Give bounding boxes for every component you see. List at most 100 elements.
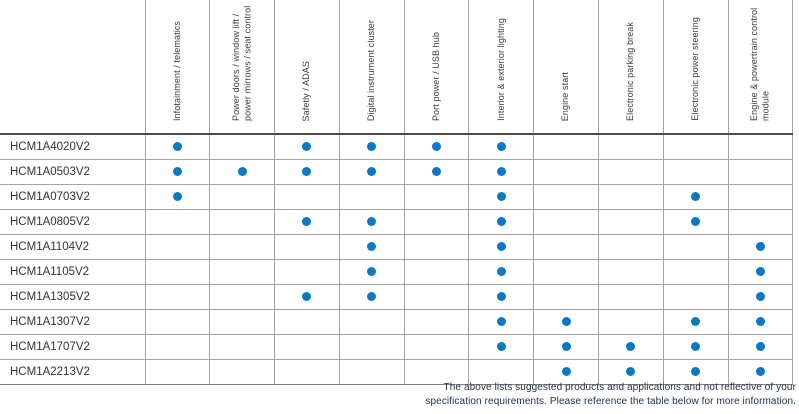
matrix-cell [144,184,210,210]
matrix-cell [338,234,405,260]
table-row: HCM1A4020V2 [0,134,794,160]
part-number-label: HCM1A1105V2 [0,259,145,285]
corner-cell [0,0,145,135]
application-dot-icon [561,316,571,326]
application-dot-icon [756,341,766,351]
matrix-cell [403,234,469,260]
matrix-cell [209,234,275,260]
table-row: HCM1A2213V2 [0,359,794,385]
matrix-cell [662,159,729,185]
matrix-cell [662,209,729,235]
application-dot-icon [172,191,182,201]
matrix-cell [598,284,664,310]
matrix-cell [533,359,599,385]
column-header-label: Engine & powertrain control module [748,7,771,121]
application-dot-icon [496,291,506,301]
table-row: HCM1A1707V2 [0,334,794,360]
part-number-label: HCM1A0703V2 [0,184,145,210]
matrix-cell [468,334,534,360]
matrix-cell [338,159,405,185]
matrix-cell [144,209,210,235]
matrix-cell [274,184,340,210]
application-dot-icon [367,266,377,276]
column-header: Port power / USB hub [403,0,469,135]
matrix-cell [598,184,664,210]
application-dot-icon [172,142,182,152]
application-dot-icon [237,166,247,176]
table-row: HCM1A1104V2 [0,234,794,260]
column-header-label: Engine start [560,71,571,121]
part-number-label: HCM1A2213V2 [0,359,145,385]
matrix-cell [727,334,794,360]
matrix-cell [209,159,275,185]
column-header-row: Infotainment / telematics Power doors / w… [0,0,794,135]
matrix-cell [598,159,664,185]
application-dot-icon [496,316,506,326]
matrix-cell [468,284,534,310]
matrix-cell [533,209,599,235]
matrix-cell [403,134,469,160]
application-dot-icon [756,241,766,251]
matrix-cell [468,259,534,285]
matrix-cell [727,309,794,335]
matrix-cell [274,259,340,285]
matrix-cell [533,159,599,185]
matrix-cell [403,359,469,385]
column-header: Engine & powertrain control module [727,0,794,135]
part-number-label: HCM1A4020V2 [0,134,145,160]
matrix-cell [533,184,599,210]
matrix-cell [338,284,405,310]
matrix-cell [468,234,534,260]
part-number-label: HCM1A1307V2 [0,309,145,335]
part-number-label: HCM1A0805V2 [0,209,145,235]
table-row: HCM1A0805V2 [0,209,794,235]
column-header: Engine start [533,0,599,135]
application-dot-icon [302,216,312,226]
application-dot-icon [691,366,701,376]
application-dot-icon [561,366,571,376]
footnote-line-1: The above lists suggested products and a… [443,382,796,393]
matrix-cell [144,284,210,310]
application-dot-icon [756,316,766,326]
application-dot-icon [691,216,701,226]
application-dot-icon [302,142,312,152]
matrix-cell [144,334,210,360]
matrix-cell [209,184,275,210]
table-row: HCM1A1105V2 [0,259,794,285]
application-dot-icon [496,166,506,176]
matrix-cell [727,159,794,185]
matrix-cell [403,284,469,310]
application-dot-icon [496,341,506,351]
matrix-cell [662,259,729,285]
matrix-cell [468,359,534,385]
column-header-label: Interior & exterior lighting [495,18,506,121]
matrix-cell [468,309,534,335]
column-header: Power doors / window lift / power mirrow… [209,0,275,135]
matrix-cell [403,259,469,285]
column-header-label: Infotainment / telematics [171,20,182,121]
matrix-cell [727,359,794,385]
column-header: Infotainment / telematics [144,0,210,135]
matrix-cell [662,309,729,335]
matrix-cell [403,159,469,185]
part-number-label: HCM1A0503V2 [0,159,145,185]
column-header-label: Port power / USB hub [430,31,441,121]
matrix-cell [727,134,794,160]
matrix-cell [274,284,340,310]
matrix-cell [662,234,729,260]
table-row: HCM1A1307V2 [0,309,794,335]
matrix-cell [338,134,405,160]
application-dot-icon [367,291,377,301]
matrix-cell [468,159,534,185]
matrix-cell [338,309,405,335]
column-header-label: Electronic power steering [689,17,700,121]
matrix-cell [403,184,469,210]
footnote: The above lists suggested products and a… [425,381,796,408]
matrix-cell [598,334,664,360]
application-dot-icon [691,341,701,351]
application-dot-icon [302,166,312,176]
matrix-cell [727,234,794,260]
application-dot-icon [496,142,506,152]
application-dot-icon [432,166,442,176]
